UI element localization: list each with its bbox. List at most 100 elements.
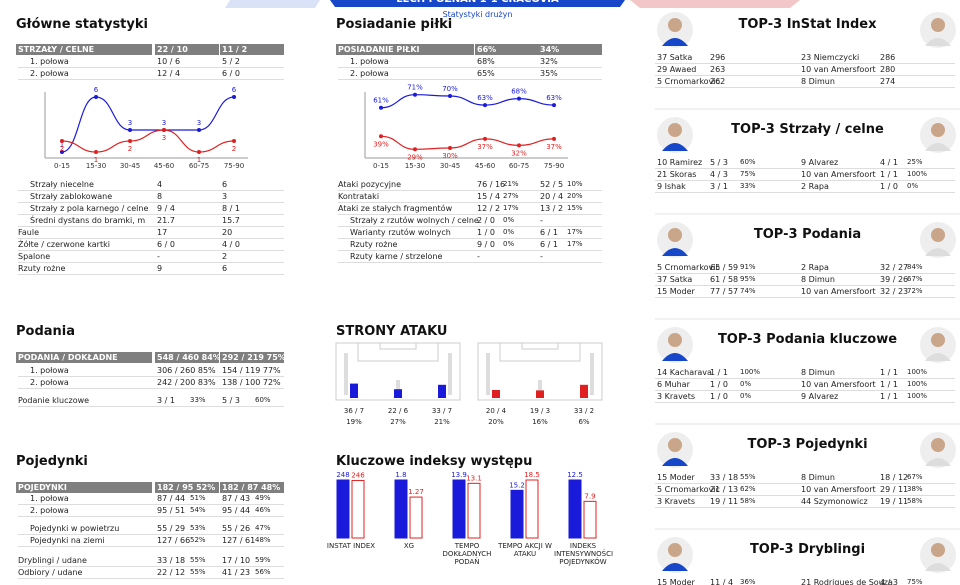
section-title: Kluczowe indeksy występu xyxy=(336,454,533,469)
data-point xyxy=(60,150,64,154)
top3-cell: 10 van Amersfoort xyxy=(801,380,876,389)
row-label: 2. połowa xyxy=(30,69,69,78)
top3-cell: 19 / 11 xyxy=(880,497,909,506)
row-label: Pojedynki w powietrzu xyxy=(30,524,120,533)
top3-cell: 0% xyxy=(740,392,752,400)
row-line xyxy=(338,226,602,227)
row-value: 33% xyxy=(190,396,206,404)
table-header-cell: 66% xyxy=(475,44,539,55)
row-value: 0% xyxy=(503,228,515,236)
row-value: 154 / 119 77% xyxy=(222,366,281,375)
table-header-cell: 22 / 10 xyxy=(155,44,219,55)
index-bar xyxy=(336,479,350,539)
top3-cell: 11 / 4 xyxy=(710,578,734,585)
top3-title: TOP-3 InStat Index xyxy=(738,17,877,32)
data-point xyxy=(483,103,487,108)
x-tick-label: 30-45 xyxy=(440,162,460,170)
row-line xyxy=(18,238,284,239)
section-title: Główne statystyki xyxy=(16,17,148,32)
zone-label: 36 / 7 xyxy=(344,407,364,415)
row-value: 17% xyxy=(567,228,583,236)
row-label: Kontrataki xyxy=(338,192,380,201)
row-value: 87 / 44 xyxy=(157,494,186,503)
pitch xyxy=(379,342,417,350)
section-title: Pojedynki xyxy=(16,454,88,469)
row-value: 10% xyxy=(567,180,583,188)
table-header-cell: 292 / 219 75% xyxy=(220,352,286,363)
row-value: 8 xyxy=(157,192,163,201)
row-value: 95 / 44 xyxy=(222,506,251,515)
row-line xyxy=(18,406,284,407)
table-header-cell: 34% xyxy=(538,44,602,55)
pitch xyxy=(499,342,581,362)
table-header-cell: 548 / 460 84% xyxy=(155,352,221,363)
row-line xyxy=(18,274,284,275)
x-tick-label: 75-90 xyxy=(224,162,244,170)
top3-cell: 286 xyxy=(880,53,896,62)
row-value: 6 / 1 xyxy=(540,228,558,237)
banner xyxy=(330,0,625,7)
row-value: 12 / 4 xyxy=(157,69,181,78)
player-photo xyxy=(931,18,945,32)
row-label: Warianty rzutów wolnych xyxy=(350,228,451,237)
row-value: 242 / 200 83% xyxy=(157,378,216,387)
player-photo xyxy=(668,228,682,242)
top3-cell: 4 / 3 xyxy=(710,170,728,179)
match-title: LECH POZNAŃ 1-1 CRACOVIA xyxy=(330,0,625,5)
index-value: 246 xyxy=(351,471,365,479)
row-value: 5 / 3 xyxy=(222,396,240,405)
row-line xyxy=(18,534,284,535)
top3-cell: 74% xyxy=(740,287,756,295)
row-value: 22 / 12 xyxy=(157,568,186,577)
row-value: 52% xyxy=(190,536,206,544)
top3-cell: 3 Kravets xyxy=(657,497,696,506)
top3-cell: 1 / 0 xyxy=(880,182,898,191)
data-label: 6 xyxy=(94,86,99,94)
top3-cell: 8 Dimun xyxy=(801,368,835,377)
row-value: 55% xyxy=(190,556,206,564)
data-label: 2 xyxy=(128,145,132,153)
data-point xyxy=(60,139,64,143)
zone-bar xyxy=(350,383,358,398)
index-value: 248 xyxy=(336,471,349,479)
row-line xyxy=(18,376,284,377)
index-value: 15.2 xyxy=(509,481,525,489)
data-point xyxy=(162,128,166,132)
zone-label: 22 / 6 xyxy=(388,407,409,415)
row-label: Strzały niecelne xyxy=(30,180,94,189)
data-point xyxy=(232,95,236,99)
data-label: 30% xyxy=(442,152,458,160)
top3-cell: 8 Dimun xyxy=(801,473,835,482)
index-label: TEMPO DOKŁADNYCH PODAŃ xyxy=(442,542,492,566)
player-photo xyxy=(931,333,945,347)
row-value: 13 / 2 xyxy=(540,204,564,213)
top3-title: TOP-3 Dryblingi xyxy=(749,542,866,557)
index-bar xyxy=(351,479,365,539)
table-header-cell: 11 / 2 xyxy=(220,44,284,55)
player-photo xyxy=(925,38,951,46)
row-line xyxy=(18,202,284,203)
x-tick-label: 60-75 xyxy=(509,162,529,170)
table-header-cell: POSIADANIE PIŁKI xyxy=(336,44,474,55)
top3-cell: 1 / 1 xyxy=(880,392,898,401)
data-label: 1 xyxy=(197,156,201,164)
pitch xyxy=(357,342,439,362)
top3-cell: 38% xyxy=(907,485,923,493)
row-value: 9 / 0 xyxy=(477,240,495,249)
top3-cell: 9 Ishak xyxy=(657,182,686,191)
row-line xyxy=(18,504,284,505)
row-label: 1. połowa xyxy=(30,366,69,375)
row-line xyxy=(338,79,602,80)
data-label: 1 xyxy=(60,141,64,149)
row-value: 65% xyxy=(477,69,495,78)
row-value: 17% xyxy=(567,240,583,248)
top3-cell: 1 / 1 xyxy=(880,170,898,179)
row-line xyxy=(338,238,602,239)
row-line xyxy=(655,168,955,169)
top3-cell: 1 / 1 xyxy=(880,368,898,377)
data-point xyxy=(517,143,521,148)
top3-cell: 5 Crnomarkovic xyxy=(657,485,720,494)
row-value: 5 / 2 xyxy=(222,57,240,66)
data-label: 37% xyxy=(477,143,493,151)
